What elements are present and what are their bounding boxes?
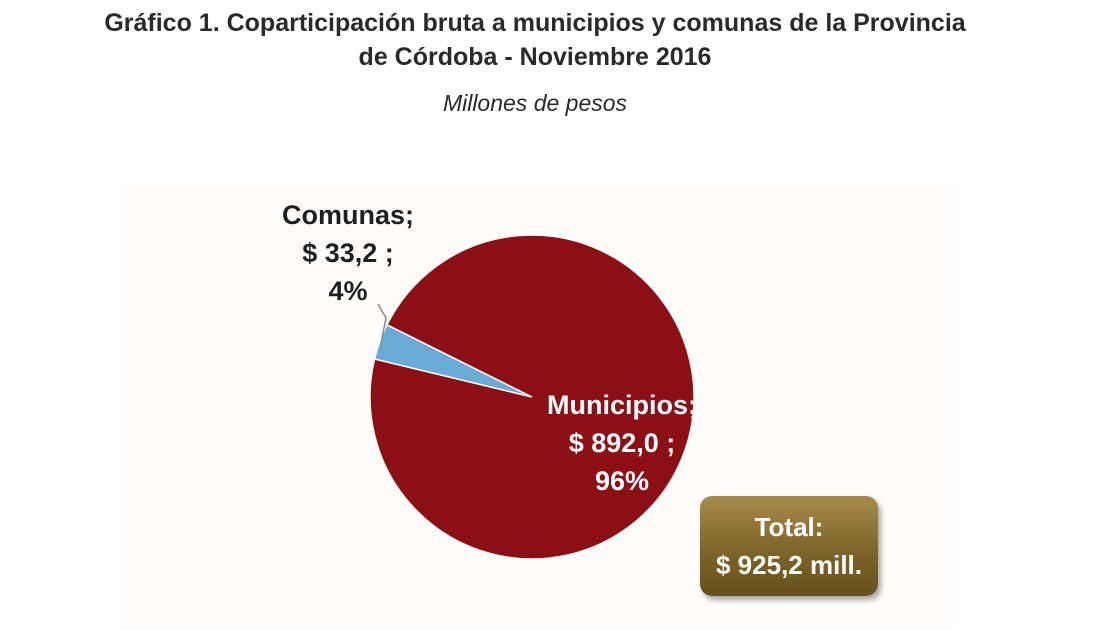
chart-title-line-2: de Córdoba - Noviembre 2016 — [358, 43, 712, 71]
slice-label-comunas-percent: 4% — [328, 276, 368, 306]
slice-label-municipios: Municipios; $ 892,0 ; 96% — [532, 386, 712, 500]
slice-label-municipios-value: $ 892,0 ; — [568, 428, 676, 458]
slice-label-municipios-name: Municipios; — [547, 390, 697, 420]
chart-subtitle: Millones de pesos — [442, 90, 628, 116]
chart-title-line-1: Gráfico 1. Coparticipación bruta a munic… — [104, 9, 966, 37]
total-box-value: $ 925,2 mill. — [716, 550, 862, 580]
slice-label-comunas-value: $ 33,2 ; — [302, 238, 394, 268]
slice-label-comunas: Comunas; $ 33,2 ; 4% — [268, 196, 428, 310]
slice-label-comunas-name: Comunas; — [281, 200, 414, 230]
total-box-label: Total: — [754, 512, 824, 542]
chart-title: Gráfico 1. Coparticipación bruta a munic… — [0, 6, 1070, 74]
slice-label-municipios-percent: 96% — [594, 466, 650, 496]
leader-line-comunas — [377, 303, 387, 346]
total-box: Total: $ 925,2 mill. — [700, 496, 878, 596]
pie-slice-municipios — [369, 234, 695, 560]
